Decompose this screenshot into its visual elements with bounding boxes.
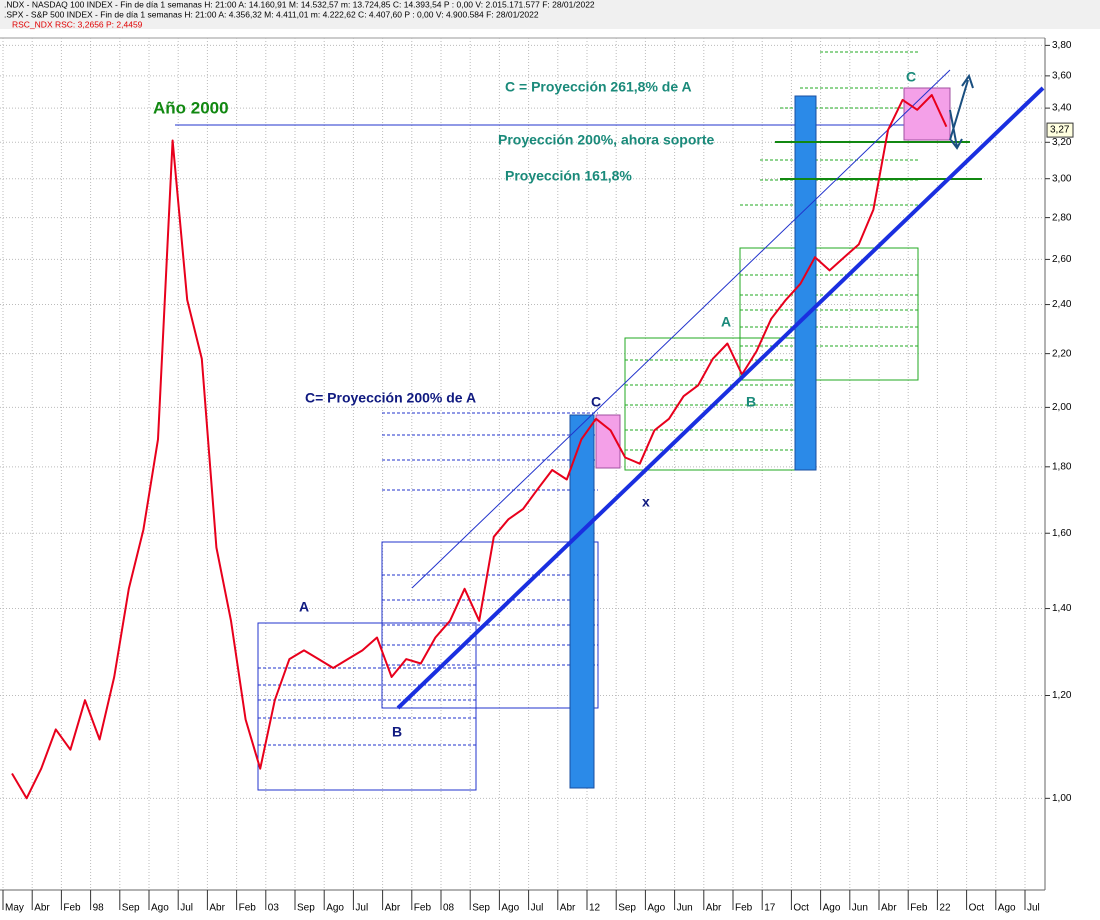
x-tick-label: Feb xyxy=(910,903,928,914)
x-tick-label: Jun xyxy=(677,903,693,914)
x-tick-label: 12 xyxy=(589,903,601,914)
x-tick-label: Abr xyxy=(560,903,576,914)
y-tick-label: 2,60 xyxy=(1052,254,1072,265)
annotation: x xyxy=(642,494,650,510)
annotation: A xyxy=(721,314,731,330)
x-tick-label: Jul xyxy=(180,903,193,914)
x-tick-label: Feb xyxy=(239,903,257,914)
trend-line xyxy=(396,86,1045,710)
y-tick-label: 1,40 xyxy=(1052,603,1072,614)
last-value-label: 3,27 xyxy=(1050,125,1070,136)
annotation: C = Proyección 261,8% de A xyxy=(505,79,692,95)
annotation: Proyección 200%, ahora soporte xyxy=(498,132,715,148)
x-tick-label: Ago xyxy=(823,903,841,914)
annotation: B xyxy=(746,394,756,410)
x-tick-label: Ago xyxy=(501,903,519,914)
x-tick-label: Jul xyxy=(1027,903,1040,914)
y-tick-label: 1,60 xyxy=(1052,528,1072,539)
plot xyxy=(11,94,948,800)
annotation: Año 2000 xyxy=(153,98,229,117)
x-tick-label: Jun xyxy=(852,903,868,914)
y-tick-label: 2,20 xyxy=(1052,348,1072,359)
x-tick-label: 98 xyxy=(93,903,105,914)
highlight-bar xyxy=(569,414,595,789)
x-tick-label: Oct xyxy=(793,903,809,914)
highlight-box xyxy=(903,87,951,141)
channel-line xyxy=(411,69,951,589)
y-tick-label: 3,20 xyxy=(1052,137,1072,148)
y-tick-label: 2,40 xyxy=(1052,299,1072,310)
annotation: A xyxy=(299,599,309,615)
x-tick-label: Ago xyxy=(647,903,665,914)
x-tick-label: Abr xyxy=(34,903,50,914)
y-tick-label: 2,80 xyxy=(1052,212,1072,223)
header-line: .NDX - NASDAQ 100 INDEX - Fin de día 1 s… xyxy=(4,0,595,9)
x-tick-label: 08 xyxy=(443,903,455,914)
x-tick-label: Abr xyxy=(209,903,225,914)
x-tick-label: Sep xyxy=(472,903,490,914)
x-tick-label: Feb xyxy=(735,903,753,914)
header-line: .SPX - S&P 500 INDEX - Fin de día 1 sema… xyxy=(4,9,539,19)
x-tick-label: 22 xyxy=(939,903,951,914)
x-tick-label: Sep xyxy=(297,903,315,914)
x-tick-label: Abr xyxy=(706,903,722,914)
y-tick-label: 1,00 xyxy=(1052,793,1072,804)
header-bar xyxy=(0,0,1100,29)
box xyxy=(739,247,919,381)
x-tick-label: Feb xyxy=(63,903,81,914)
annotation: C xyxy=(906,69,916,85)
y-tick-label: 3,60 xyxy=(1052,71,1072,82)
y-tick-label: 3,00 xyxy=(1052,173,1072,184)
annotation: Proyección 161,8% xyxy=(505,168,632,184)
annotation: C= Proyección 200% de A xyxy=(305,390,476,406)
x-tick-label: Jul xyxy=(355,903,368,914)
x-tick-label: Oct xyxy=(969,903,985,914)
x-tick-label: Ago xyxy=(998,903,1016,914)
last-value-box xyxy=(1046,122,1074,138)
x-tick-label: Sep xyxy=(122,903,140,914)
overlay xyxy=(396,73,1045,710)
header-line: RSC_NDX RSC: 3,2656 P: 2,4459 xyxy=(12,19,143,29)
y-tick-label: 1,20 xyxy=(1052,690,1072,701)
y-tick-label: 3,40 xyxy=(1052,103,1072,114)
x-tick-label: 17 xyxy=(764,903,776,914)
x-tick-label: 03 xyxy=(268,903,280,914)
annotation: B xyxy=(392,724,402,740)
x-tick-label: Abr xyxy=(881,903,897,914)
x-tick-label: Ago xyxy=(151,903,169,914)
y-tick-label: 3,80 xyxy=(1052,40,1072,51)
x-tick-label: Ago xyxy=(326,903,344,914)
x-tick-label: May xyxy=(5,903,24,914)
x-tick-label: Feb xyxy=(414,903,432,914)
arrow xyxy=(949,109,963,150)
series-line xyxy=(11,94,948,800)
annotation: C xyxy=(591,394,601,410)
x-tick-label: Jul xyxy=(531,903,544,914)
y-tick-label: 2,00 xyxy=(1052,402,1072,413)
x-tick-label: Sep xyxy=(618,903,636,914)
x-tick-label: Abr xyxy=(385,903,401,914)
y-tick-label: 1,80 xyxy=(1052,461,1072,472)
box xyxy=(257,622,477,791)
highlight-bar xyxy=(794,95,817,471)
